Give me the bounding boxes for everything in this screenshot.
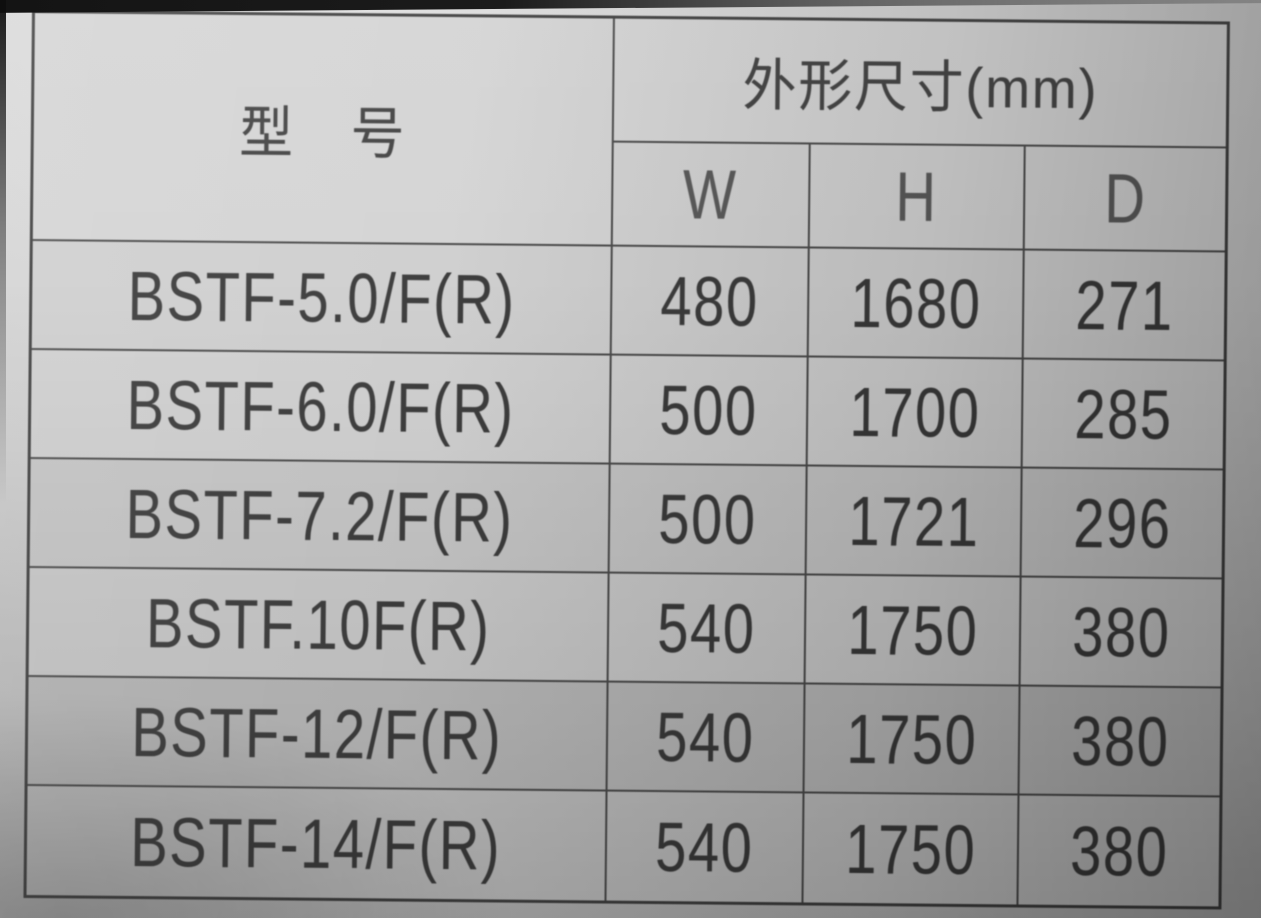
- table-cell-model: BSTF-12/F(R): [27, 676, 609, 792]
- depth-value: 271: [1074, 265, 1174, 345]
- table-cell-model: BSTF-7.2/F(R): [29, 459, 611, 574]
- model-value: BSTF-7.2/F(R): [124, 474, 514, 557]
- width-value: 540: [654, 807, 754, 887]
- table-cell-h: 1750: [803, 793, 1020, 905]
- depth-value: 380: [1071, 592, 1171, 672]
- table-cell-w: 500: [609, 464, 808, 576]
- column-header-d: D: [1024, 146, 1226, 253]
- model-value: BSTF-6.0/F(R): [125, 365, 515, 448]
- table-cell-d: 380: [1020, 577, 1222, 689]
- dimensions-header-cell: 外形尺寸(mm): [613, 18, 1227, 149]
- column-header-h-label: H: [895, 157, 939, 236]
- table-cell-model: BSTF-6.0/F(R): [30, 350, 612, 465]
- height-value: 1750: [846, 590, 979, 670]
- table-cell-h: 1700: [807, 357, 1024, 469]
- model-value: BSTF-5.0/F(R): [126, 256, 516, 339]
- table-cell-w: 480: [611, 246, 810, 358]
- table-cell-h: 1750: [804, 684, 1021, 796]
- table-cell-w: 500: [610, 355, 809, 467]
- height-value: 1680: [849, 263, 982, 343]
- model-value: BSTF-12/F(R): [131, 692, 503, 775]
- dimensions-spec-table: 型 号 外形尺寸(mm) W H D BSTF-5.0/F(R) 480 168…: [23, 10, 1230, 910]
- table-cell-w: 540: [606, 791, 805, 903]
- width-value: 540: [657, 588, 757, 668]
- model-value: BSTF-14/F(R): [130, 802, 502, 885]
- column-header-d-label: D: [1103, 159, 1147, 238]
- table-cell-d: 380: [1019, 686, 1221, 798]
- table-cell-d: 271: [1023, 250, 1225, 362]
- table-cell-d: 380: [1018, 795, 1220, 907]
- column-header-h: H: [809, 144, 1026, 251]
- width-value: 540: [656, 697, 756, 777]
- width-value: 500: [659, 370, 759, 450]
- depth-value: 285: [1073, 374, 1173, 454]
- width-value: 480: [660, 261, 760, 341]
- model-header-label: 型 号: [239, 100, 407, 166]
- page-edge-shadow-left: [0, 0, 6, 505]
- table-cell-model: BSTF-5.0/F(R): [31, 241, 613, 356]
- model-value: BSTF.10F(R): [145, 583, 491, 665]
- depth-value: 380: [1069, 811, 1169, 891]
- column-header-w: W: [612, 142, 811, 249]
- height-value: 1700: [848, 372, 981, 452]
- table-cell-model: BSTF-14/F(R): [26, 785, 608, 901]
- table-cell-h: 1750: [805, 575, 1022, 687]
- depth-value: 380: [1070, 701, 1170, 781]
- table-cell-d: 296: [1021, 468, 1223, 580]
- column-header-w-label: W: [683, 155, 739, 234]
- dimensions-header-label: 外形尺寸(mm): [742, 53, 1099, 120]
- table-cell-h: 1680: [808, 248, 1025, 360]
- height-value: 1750: [845, 699, 978, 779]
- table-cell-h: 1721: [806, 466, 1023, 578]
- height-value: 1721: [847, 481, 980, 561]
- table-cell-w: 540: [608, 573, 807, 685]
- model-header-cell: 型 号: [32, 13, 615, 247]
- table-cell-model: BSTF.10F(R): [28, 568, 610, 683]
- depth-value: 296: [1072, 483, 1172, 563]
- table-cell-w: 540: [607, 682, 806, 794]
- height-value: 1750: [844, 809, 977, 889]
- width-value: 500: [658, 479, 758, 559]
- table-cell-d: 285: [1022, 359, 1224, 471]
